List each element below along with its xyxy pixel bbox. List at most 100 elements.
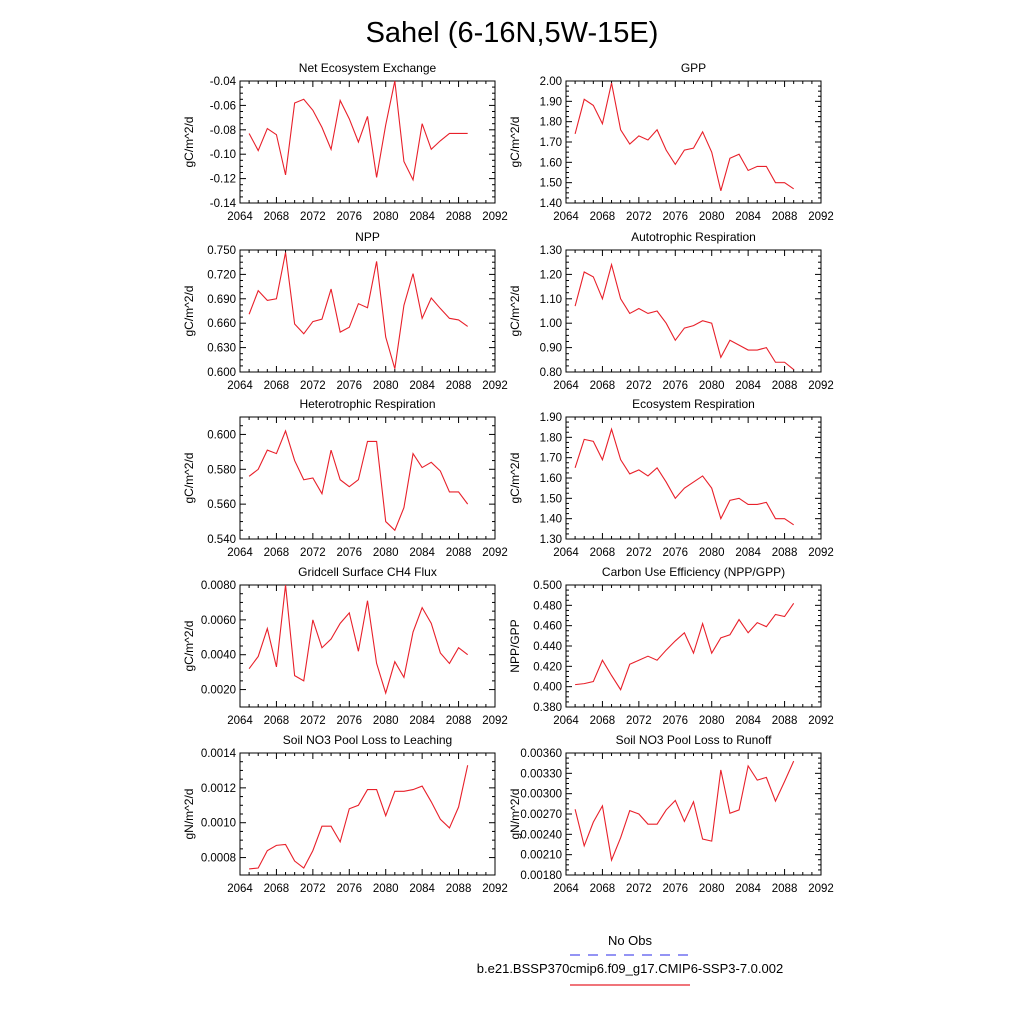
x-tick-label: 2092 (482, 883, 508, 895)
x-tick-label: 2076 (662, 883, 688, 895)
y-tick-label: 0.400 (533, 682, 562, 694)
x-tick-label: 2064 (553, 547, 579, 559)
y-tick-label: 0.380 (533, 702, 562, 714)
y-tick-label: 0.00330 (520, 768, 562, 780)
y-tick-label: -0.06 (210, 100, 236, 112)
y-tick-label: 1.50 (540, 178, 562, 190)
y-tick-label: 1.10 (540, 294, 562, 306)
y-tick-label: 1.40 (540, 514, 562, 526)
y-tick-label: 0.00240 (520, 829, 562, 841)
y-tick-label: 2.00 (540, 76, 562, 88)
x-tick-label: 2064 (553, 715, 579, 727)
y-tick-label: 0.00270 (520, 809, 562, 821)
x-tick-label: 2088 (446, 883, 472, 895)
y-tick-label: 0.0040 (201, 650, 236, 662)
y-tick-label: 0.80 (540, 367, 562, 379)
x-tick-label: 2068 (264, 883, 290, 895)
x-tick-label: 2068 (264, 715, 290, 727)
x-tick-label: 2088 (446, 715, 472, 727)
x-tick-label: 2072 (300, 380, 326, 392)
x-tick-label: 2088 (772, 715, 798, 727)
y-tick-label: -0.08 (210, 125, 236, 137)
x-tick-label: 2068 (590, 547, 616, 559)
panel-title: Autotrophic Respiration (631, 230, 756, 244)
y-tick-label: 0.540 (207, 534, 236, 546)
figure-title: Sahel (6-16N,5W-15E) (366, 17, 659, 49)
x-tick-label: 2064 (227, 547, 253, 559)
x-tick-label: 2088 (446, 211, 472, 223)
y-tick-label: 1.80 (540, 117, 562, 129)
x-tick-label: 2084 (409, 883, 435, 895)
y-axis-label: gC/m^2/d (182, 286, 196, 337)
x-tick-label: 2072 (626, 380, 652, 392)
x-tick-label: 2072 (300, 211, 326, 223)
y-tick-label: -0.04 (210, 76, 237, 88)
y-tick-label: 0.600 (207, 367, 236, 379)
x-tick-label: 2068 (264, 547, 290, 559)
x-tick-label: 2088 (772, 211, 798, 223)
x-tick-label: 2084 (735, 211, 761, 223)
x-tick-label: 2076 (662, 547, 688, 559)
chart-panel: Ecosystem Respiration 2064 2068 2072 2076 208… (508, 397, 834, 559)
x-tick-label: 2080 (373, 380, 399, 392)
x-tick-label: 2080 (373, 883, 399, 895)
x-tick-label: 2068 (264, 211, 290, 223)
panel-title: GPP (681, 61, 706, 75)
x-tick-label: 2076 (336, 547, 362, 559)
panel-title: Gridcell Surface CH4 Flux (298, 565, 437, 579)
x-tick-label: 2092 (482, 211, 508, 223)
y-tick-label: 0.420 (533, 661, 562, 673)
x-tick-label: 2068 (590, 211, 616, 223)
y-tick-label: 0.0080 (201, 580, 236, 592)
panel-title: Soil NO3 Pool Loss to Leaching (283, 733, 452, 747)
y-axis-label: gC/m^2/d (182, 621, 196, 672)
x-tick-label: 2072 (300, 883, 326, 895)
x-tick-label: 2064 (227, 380, 253, 392)
y-axis-label: gN/m^2/d (182, 789, 196, 840)
x-tick-label: 2076 (336, 211, 362, 223)
x-tick-label: 2084 (735, 883, 761, 895)
panel-title: Soil NO3 Pool Loss to Runoff (616, 733, 773, 747)
x-tick-label: 2068 (590, 380, 616, 392)
x-tick-label: 2064 (553, 883, 579, 895)
series-line (574, 427, 794, 526)
y-tick-label: 0.720 (207, 269, 236, 281)
y-tick-label: 0.630 (207, 343, 236, 355)
x-tick-label: 2084 (735, 380, 761, 392)
x-tick-label: 2092 (808, 715, 834, 727)
x-tick-label: 2076 (336, 883, 362, 895)
x-tick-label: 2084 (735, 547, 761, 559)
x-tick-label: 2080 (373, 211, 399, 223)
x-tick-label: 2072 (626, 715, 652, 727)
legend-obs-label: No Obs (608, 933, 653, 948)
y-tick-label: 1.60 (540, 157, 562, 169)
panel-title: Carbon Use Efficiency (NPP/GPP) (602, 565, 785, 579)
panel-title: Heterotrophic Respiration (299, 397, 435, 411)
x-tick-label: 2072 (626, 211, 652, 223)
y-axis-label: gC/m^2/d (508, 286, 522, 337)
y-axis-label: gN/m^2/d (508, 789, 522, 840)
x-tick-label: 2072 (626, 547, 652, 559)
x-tick-label: 2088 (772, 883, 798, 895)
x-tick-label: 2080 (699, 380, 725, 392)
plot-frame (239, 752, 496, 876)
x-tick-label: 2068 (264, 380, 290, 392)
y-axis-label: NPP/GPP (508, 619, 522, 672)
x-tick-label: 2088 (446, 547, 472, 559)
series-line (574, 262, 795, 370)
y-tick-label: 0.0012 (201, 783, 236, 795)
series-line (248, 584, 469, 695)
x-tick-label: 2080 (373, 547, 399, 559)
x-tick-label: 2072 (300, 715, 326, 727)
x-tick-label: 2080 (699, 715, 725, 727)
x-tick-label: 2064 (227, 211, 253, 223)
plot-frame (565, 584, 822, 708)
x-tick-label: 2076 (662, 715, 688, 727)
x-tick-label: 2076 (662, 380, 688, 392)
y-tick-label: 0.440 (533, 641, 562, 653)
y-tick-label: 0.0008 (201, 853, 236, 865)
y-tick-label: 1.30 (540, 245, 562, 257)
y-tick-label: 0.600 (207, 429, 236, 441)
x-tick-label: 2080 (699, 211, 725, 223)
y-tick-label: 0.0060 (201, 615, 236, 627)
